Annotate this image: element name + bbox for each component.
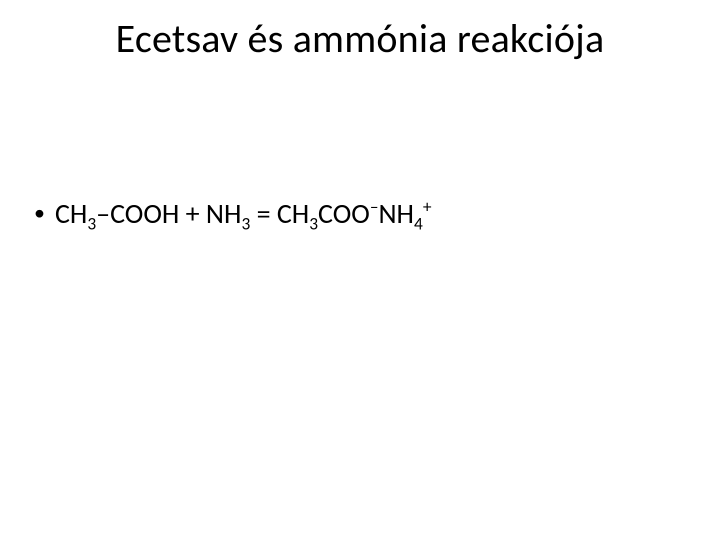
slide: Ecetsav és ammónia reakciója • CH3–COOH …	[0, 0, 720, 540]
eq-part: –COOH + NH	[96, 196, 241, 231]
slide-body: • CH3–COOH + NH3 = CH3COO–NH4+	[34, 196, 680, 231]
eq-part: CH	[55, 196, 87, 231]
eq-part: = CH	[250, 196, 309, 231]
bullet-marker: •	[34, 196, 45, 230]
eq-part: NH	[378, 196, 414, 231]
eq-sub: 4	[414, 213, 423, 235]
eq-sub: 3	[87, 213, 96, 235]
eq-sub: 3	[241, 213, 250, 235]
bullet-item: • CH3–COOH + NH3 = CH3COO–NH4+	[34, 196, 680, 231]
eq-sup: +	[423, 196, 432, 218]
eq-sub: 3	[309, 213, 318, 235]
eq-part: COO	[318, 196, 370, 231]
slide-title: Ecetsav és ammónia reakciója	[0, 14, 720, 63]
chemical-equation: CH3–COOH + NH3 = CH3COO–NH4+	[55, 196, 432, 231]
